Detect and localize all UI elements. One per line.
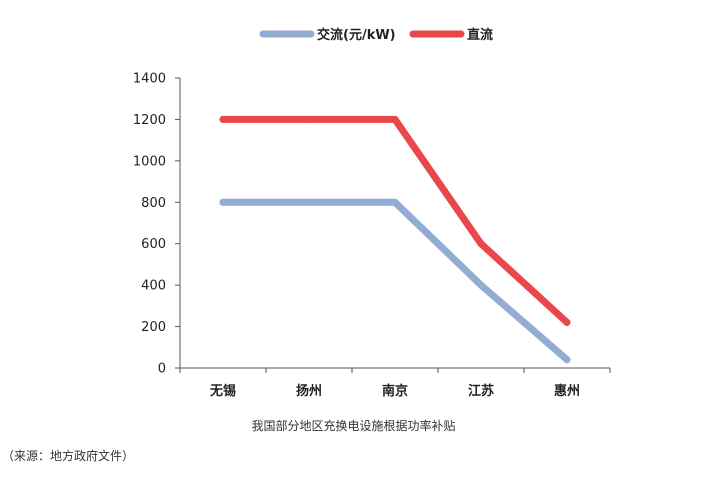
x-tick-label: 扬州 — [296, 383, 322, 399]
data-point — [391, 115, 399, 123]
data-point — [219, 198, 227, 206]
data-point — [305, 115, 313, 123]
legend-label-2: 直流 — [467, 27, 493, 43]
data-point — [477, 240, 485, 248]
x-tick-label: 无锡 — [209, 383, 236, 399]
series-line-2 — [219, 115, 571, 326]
y-tick-label: 1200 — [133, 113, 166, 128]
data-point — [391, 198, 399, 206]
y-tick-label: 0 — [158, 362, 166, 377]
y-tick-label: 400 — [141, 279, 166, 294]
y-tick-label: 1400 — [133, 72, 166, 87]
x-tick-label: 惠州 — [554, 383, 580, 399]
y-tick-label: 1000 — [133, 154, 166, 169]
data-point — [477, 281, 485, 289]
x-tick-label: 南京 — [382, 383, 408, 399]
y-tick-label: 800 — [141, 196, 166, 211]
y-tick-label: 600 — [141, 237, 166, 252]
axes: 0 200 400 600 800 1000 1200 1400 无锡 扬州 南京 江苏 惠州 — [133, 72, 611, 399]
source-note: （来源：地方政府文件） — [2, 449, 135, 463]
data-point — [563, 356, 571, 364]
legend-label-1: 交流(元/kW) — [317, 27, 396, 43]
series-layer — [219, 115, 571, 364]
series-line-1 — [219, 198, 571, 364]
chart-caption: 我国部分地区充换电设施根据功率补贴 — [251, 419, 456, 433]
x-tick-label: 江苏 — [468, 383, 494, 399]
data-point — [563, 318, 571, 326]
data-point — [305, 198, 313, 206]
legend: 交流(元/kW) 直流 — [259, 27, 493, 43]
y-tick-label: 200 — [141, 320, 166, 335]
data-point — [219, 115, 227, 123]
